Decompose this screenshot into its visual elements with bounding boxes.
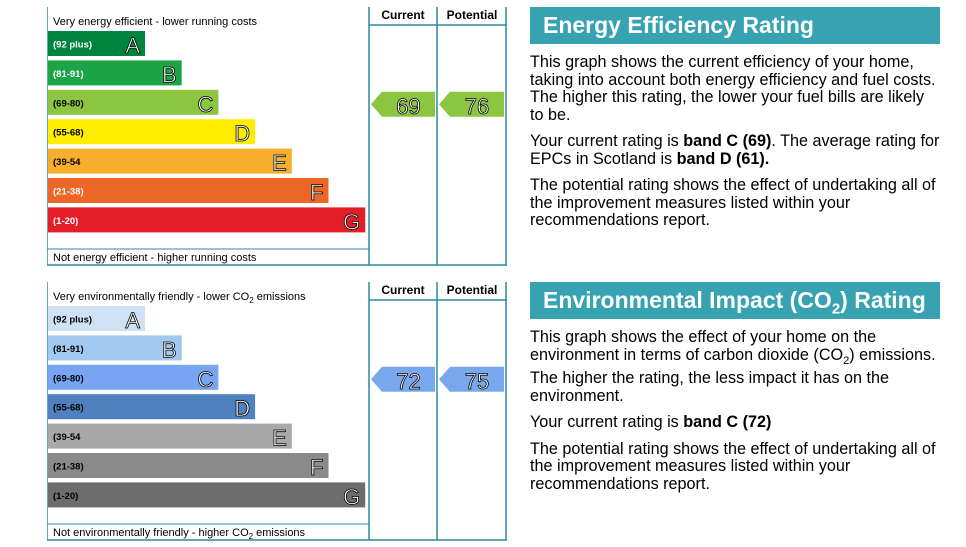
environmental-impact-chart: Current Potential Very environmentally fri… bbox=[47, 275, 507, 541]
energy-potential-value: 76 bbox=[465, 94, 489, 119]
env-p1-suffix: ) emissions. The higher the rating, the … bbox=[530, 345, 936, 405]
env-p1-prefix: This graph shows the effect of your home… bbox=[530, 328, 877, 364]
env-p2-a: Your current rating is bbox=[530, 413, 684, 432]
energy-current-band: band C (69) bbox=[683, 132, 772, 150]
environment-band-G bbox=[48, 482, 366, 508]
environment-col-current-label: Current bbox=[381, 283, 424, 297]
env-paragraph-1: This graph shows the effect of your home… bbox=[530, 328, 940, 405]
energy-band-letter-F: F bbox=[310, 180, 323, 205]
environment-band-letter-G: G bbox=[343, 484, 360, 509]
energy-p2-c: . The average rating for EPCs in Scotlan… bbox=[530, 132, 940, 168]
env-heading-prefix: Environmental Impact (CO bbox=[543, 287, 832, 313]
environment-band-range-B: (81-91) bbox=[53, 344, 84, 355]
energy-band-letter-E: E bbox=[272, 151, 287, 176]
energy-band-C bbox=[48, 89, 219, 115]
energy-band-letter-A: A bbox=[125, 33, 140, 58]
energy-band-letter-B: B bbox=[162, 62, 177, 87]
environment-band-letter-F: F bbox=[310, 455, 323, 480]
environment-band-range-F: (21-38) bbox=[53, 462, 84, 473]
energy-bottom-label: Not energy efficient - higher running co… bbox=[53, 252, 257, 264]
env-paragraph-3: The potential rating shows the effect of… bbox=[530, 439, 936, 493]
energy-current-arrow bbox=[371, 91, 435, 117]
energy-p2-a: Your current rating is bbox=[530, 132, 684, 150]
energy-band-letter-G: G bbox=[343, 209, 360, 234]
energy-paragraph-3: The potential rating shows the effect of… bbox=[530, 176, 936, 229]
energy-band-range-D: (55-68) bbox=[53, 128, 84, 139]
env-paragraph-2: Your current rating is band C (72) bbox=[530, 413, 940, 432]
environment-band-letter-C: C bbox=[198, 367, 214, 392]
environment-band-F bbox=[48, 453, 329, 478]
energy-band-range-F: (21-38) bbox=[53, 187, 84, 198]
energy-band-F bbox=[48, 178, 329, 203]
environment-potential-arrow bbox=[439, 366, 504, 392]
env-heading-suffix: ) Rating bbox=[840, 287, 926, 313]
energy-band-G bbox=[48, 207, 366, 233]
energy-efficiency-chart: Current Potential Very energy efficient - … bbox=[47, 0, 507, 266]
environment-svg: Current Potential Very environmentally fri… bbox=[47, 282, 507, 541]
energy-col-current-label: Current bbox=[381, 8, 424, 22]
environment-band-D bbox=[48, 394, 256, 420]
environment-band-range-E: (39-54 bbox=[53, 432, 81, 443]
energy-band-range-C: (69-80) bbox=[53, 98, 84, 109]
environment-band-range-C: (69-80) bbox=[53, 373, 84, 384]
env-p1-sub: 2 bbox=[843, 354, 850, 367]
energy-band-A bbox=[48, 31, 145, 56]
energy-band-E bbox=[48, 148, 292, 174]
energy-band-range-B: (81-91) bbox=[53, 69, 84, 80]
environment-col-potential-label: Potential bbox=[447, 283, 498, 297]
environment-band-range-G: (1-20) bbox=[53, 491, 78, 502]
energy-band-range-A: (92 plus) bbox=[53, 40, 92, 51]
environment-band-letter-A: A bbox=[125, 308, 140, 333]
environment-band-letter-E: E bbox=[272, 426, 287, 451]
environment-band-B bbox=[48, 335, 182, 361]
energy-band-B bbox=[48, 60, 182, 86]
energy-col-potential-label: Potential bbox=[447, 8, 498, 22]
energy-potential-arrow bbox=[439, 91, 504, 117]
environment-band-letter-B: B bbox=[162, 337, 177, 362]
energy-band-range-E: (39-54 bbox=[53, 157, 81, 168]
energy-paragraph-1: This graph shows the current efficiency … bbox=[530, 53, 936, 124]
energy-top-label: Very energy efficient - lower running co… bbox=[53, 16, 258, 28]
env-info-panel: Environmental Impact (CO2) Rating This g… bbox=[530, 282, 940, 493]
environment-band-range-D: (55-68) bbox=[53, 403, 84, 414]
environment-potential-value: 75 bbox=[465, 369, 489, 394]
environment-band-E bbox=[48, 423, 292, 449]
environment-bottom-label: Not environmentally friendly - higher CO… bbox=[53, 527, 306, 541]
energy-svg: Current Potential Very energy efficient - … bbox=[47, 7, 507, 266]
env-heading-sub: 2 bbox=[831, 300, 841, 318]
energy-info-panel: Energy Efficiency Rating This graph show… bbox=[530, 7, 940, 230]
energy-heading: Energy Efficiency Rating bbox=[530, 7, 940, 44]
environment-current-arrow bbox=[371, 366, 435, 392]
env-heading: Environmental Impact (CO2) Rating bbox=[530, 282, 940, 319]
energy-band-D bbox=[48, 119, 256, 145]
env-current-band: band C (72) bbox=[683, 413, 772, 432]
environment-band-range-A: (92 plus) bbox=[53, 315, 92, 326]
environment-top-label: Very environmentally friendly - lower CO… bbox=[53, 291, 306, 305]
environment-band-letter-D: D bbox=[234, 396, 250, 421]
environment-current-value: 72 bbox=[396, 369, 420, 394]
environment-band-C bbox=[48, 364, 219, 390]
energy-average-band: band D (61). bbox=[676, 149, 770, 168]
energy-band-letter-C: C bbox=[198, 92, 214, 117]
energy-band-letter-D: D bbox=[234, 121, 250, 146]
environment-band-A bbox=[48, 306, 145, 331]
energy-current-value: 69 bbox=[396, 94, 420, 119]
energy-paragraph-2: Your current rating is band C (69). The … bbox=[530, 132, 940, 168]
energy-band-range-G: (1-20) bbox=[53, 216, 78, 227]
